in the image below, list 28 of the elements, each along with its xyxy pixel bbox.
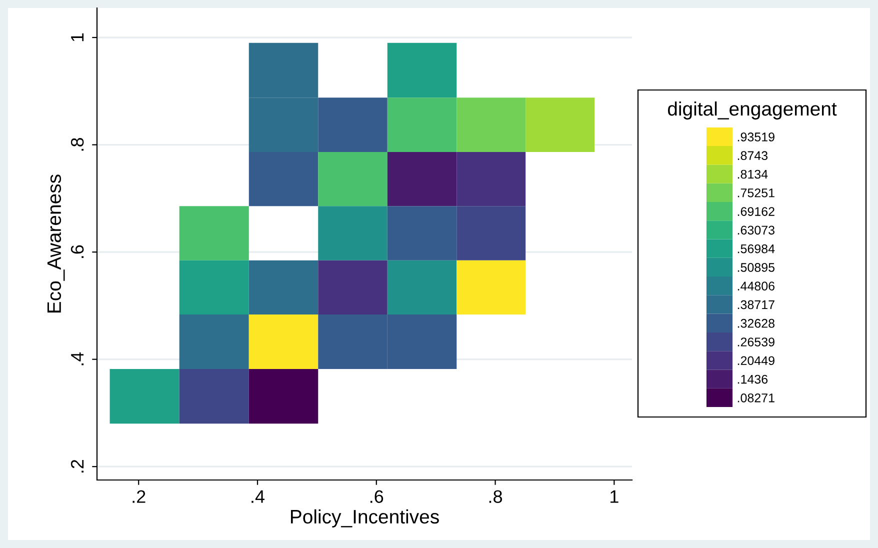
color-bar-label: .20449 (738, 356, 774, 366)
color-bar-label: .38717 (738, 300, 774, 310)
color-bar-label: .75251 (738, 188, 774, 198)
x-tick-label: .4 (252, 490, 264, 503)
color-bar-label: .8743 (738, 151, 768, 160)
color-bar-label: .56984 (738, 244, 775, 254)
x-tick-label: .6 (370, 490, 384, 503)
y-tick-label: .8 (70, 138, 84, 151)
y-tick-label: 1 (71, 33, 84, 42)
color-bar-label: .26539 (738, 338, 774, 346)
color-bar-label: .08271 (738, 393, 774, 402)
x-tick-label: 1 (610, 490, 618, 503)
color-bar-label: .63073 (738, 226, 774, 235)
color-bar-label: .69162 (738, 207, 774, 216)
x-tick-label: .2 (132, 490, 146, 503)
y-tick-label: .2 (70, 460, 84, 472)
color-bar-label: .50895 (738, 263, 774, 272)
color-bar-title: digital_engagement (668, 101, 837, 120)
y-tick-label: .4 (71, 352, 84, 366)
x-tick-label: .8 (489, 490, 502, 503)
color-bar-label: .1436 (738, 374, 768, 384)
color-bar-label: .32628 (738, 318, 774, 328)
x-axis-title: Policy_Incentives (290, 509, 439, 528)
y-tick-label: .6 (70, 245, 84, 258)
color-bar-label: .8134 (738, 170, 768, 179)
y-axis-title: Eco_Awareness (47, 174, 65, 312)
color-bar-label: .44806 (738, 282, 774, 290)
color-bar-label: .93519 (738, 132, 774, 142)
